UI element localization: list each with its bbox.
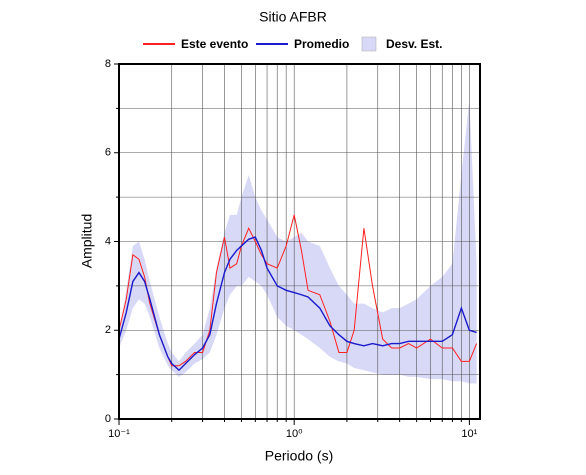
y-tick-label: 0 <box>105 413 111 425</box>
chart-title: Sitio AFBR <box>259 9 327 25</box>
y-tick-label: 6 <box>105 147 111 159</box>
x-tick-label: 10⁰ <box>286 428 303 440</box>
y-axis-label: Amplitud <box>79 214 95 268</box>
legend-label: Desv. Est. <box>386 37 442 51</box>
legend-label: Promedio <box>294 37 349 51</box>
y-tick-label: 4 <box>105 235 111 247</box>
x-axis-label: Periodo (s) <box>265 448 333 464</box>
legend-label: Este evento <box>181 37 248 51</box>
x-tick-label: 10⁻¹ <box>108 428 130 440</box>
x-tick-label: 10¹ <box>461 428 477 440</box>
series-line <box>118 236 477 372</box>
y-tick-label: 8 <box>105 58 111 70</box>
y-tick-label: 2 <box>105 324 111 336</box>
legend-swatch <box>361 36 377 52</box>
